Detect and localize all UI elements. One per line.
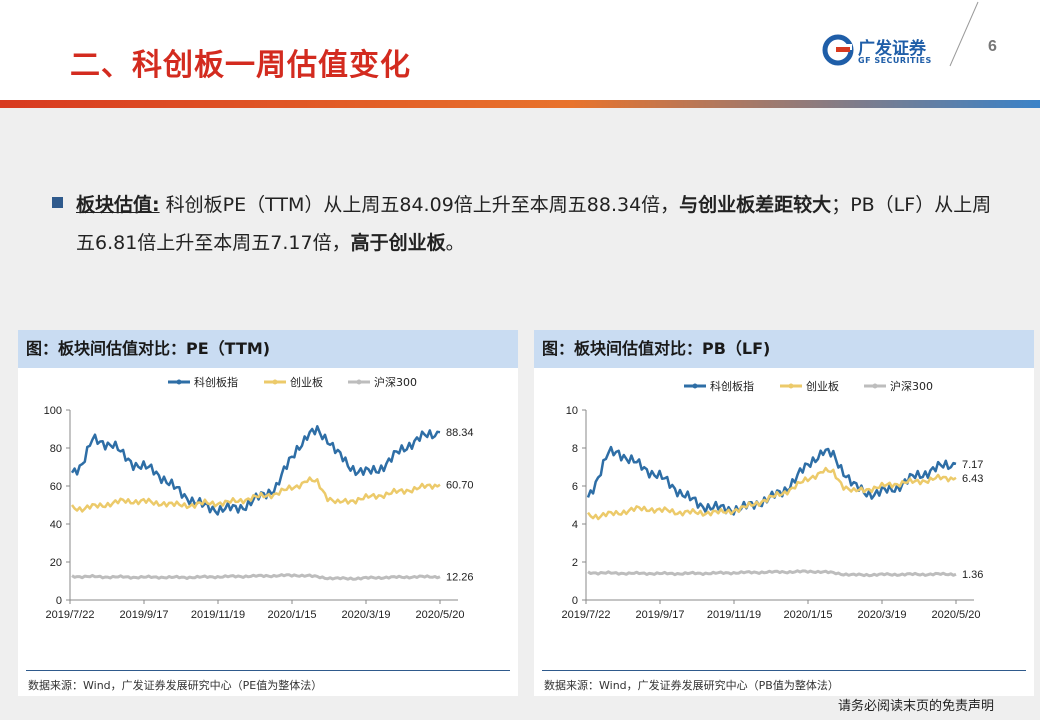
series-line-1 xyxy=(586,466,957,521)
pb-chart-panel: 图：板块间估值对比：PB（LF) 0 2 4 6 8 10 2019/7/22 2019/9/… xyxy=(534,330,1034,696)
legend-label: 科创板指 xyxy=(710,379,754,393)
legend-marker xyxy=(176,379,182,385)
legend-marker xyxy=(272,379,278,385)
pb-chart: 0 2 4 6 8 10 2019/7/22 2019/9/17 2019/11/19 2020/… xyxy=(562,379,984,621)
summary-paragraph: 板块估值: 科创板PE（TTM）从上周五84.09倍上升至本周五88.34倍，与… xyxy=(76,186,996,262)
legend-marker xyxy=(692,383,698,389)
summary-part1: 科创板PE（TTM）从上周五84.09倍上升至本周五88.34倍， xyxy=(159,194,680,216)
page-number: 6 xyxy=(988,38,997,55)
summary-bold2: 高于创业板 xyxy=(350,232,446,254)
legend-label: 科创板指 xyxy=(194,375,238,389)
x-tick-label: 2019/7/22 xyxy=(562,609,611,621)
end-value-label: 60.70 xyxy=(446,480,474,492)
legend-label: 创业板 xyxy=(290,375,323,389)
bullet-square-icon xyxy=(52,197,63,208)
y-tick-label: 4 xyxy=(572,519,578,531)
series-line-0 xyxy=(70,425,441,516)
y-tick-label: 8 xyxy=(572,443,578,455)
end-value-label: 12.26 xyxy=(446,572,474,584)
pb-chart-title: 图：板块间估值对比：PB（LF) xyxy=(534,330,1034,368)
y-tick-label: 0 xyxy=(572,595,578,607)
y-tick-label: 40 xyxy=(50,519,62,531)
end-value-label: 1.36 xyxy=(962,569,983,581)
x-tick-label: 2020/3/19 xyxy=(858,609,907,621)
y-tick-label: 2 xyxy=(572,557,578,569)
y-tick-label: 6 xyxy=(572,481,578,493)
summary-end: 。 xyxy=(445,232,465,254)
pe-chart-source: 数据来源：Wind，广发证券发展研究中心（PE值为整体法） xyxy=(28,679,323,692)
end-value-label: 88.34 xyxy=(446,427,474,439)
y-tick-label: 0 xyxy=(56,595,62,607)
x-tick-label: 2019/7/22 xyxy=(46,609,95,621)
y-tick-label: 60 xyxy=(50,481,62,493)
x-tick-label: 2019/11/19 xyxy=(707,609,761,621)
series-line-1 xyxy=(70,476,441,513)
x-tick-label: 2019/9/17 xyxy=(636,609,685,621)
pb-chart-source: 数据来源：Wind，广发证券发展研究中心（PB值为整体法） xyxy=(544,679,839,692)
y-tick-label: 100 xyxy=(44,405,62,417)
pe-chart-title: 图：板块间估值对比：PE（TTM) xyxy=(18,330,518,368)
pe-source-divider xyxy=(26,670,510,671)
x-tick-label: 2020/1/15 xyxy=(268,609,317,621)
legend-marker xyxy=(788,383,794,389)
company-logo: 广发证券 GF SECURITIES xyxy=(822,34,942,68)
y-tick-label: 10 xyxy=(566,405,578,417)
legend-marker xyxy=(356,379,362,385)
pe-chart-panel: 图：板块间估值对比：PE（TTM) 0 20 40 60 80 100 2019/7/22 2… xyxy=(18,330,518,696)
pb-source-divider xyxy=(542,670,1026,671)
x-tick-label: 2019/9/17 xyxy=(120,609,169,621)
gf-logo-icon xyxy=(822,34,854,66)
x-tick-label: 2019/11/19 xyxy=(191,609,245,621)
series-line-2 xyxy=(71,573,441,581)
legend-marker xyxy=(872,383,878,389)
x-tick-label: 2020/3/19 xyxy=(342,609,391,621)
x-tick-label: 2020/5/20 xyxy=(932,609,981,621)
page-title: 二、科创板一周估值变化 xyxy=(70,48,411,83)
end-value-label: 7.17 xyxy=(962,459,983,471)
header-color-band xyxy=(0,100,1040,108)
legend-label: 沪深300 xyxy=(374,375,417,389)
summary-bold1: 与创业板差距较大 xyxy=(679,194,832,216)
summary-part2: ；PB（LF）从上周五6.81倍上升至本周五7.17倍， xyxy=(76,194,992,254)
logo-english-name: GF SECURITIES xyxy=(858,56,932,65)
end-value-label: 6.43 xyxy=(962,473,983,485)
logo-chinese-name: 广发证券 xyxy=(858,39,926,59)
disclaimer: 请务必阅读末页的免责声明 xyxy=(838,699,995,714)
summary-label: 板块估值: xyxy=(76,194,160,216)
y-tick-label: 80 xyxy=(50,443,62,455)
series-line-2 xyxy=(587,569,957,578)
y-tick-label: 20 xyxy=(50,557,62,569)
x-tick-label: 2020/5/20 xyxy=(416,609,465,621)
header-divider-slash xyxy=(949,1,979,67)
legend-label: 沪深300 xyxy=(890,379,933,393)
legend-label: 创业板 xyxy=(806,379,839,393)
x-tick-label: 2020/1/15 xyxy=(784,609,833,621)
pe-chart: 0 20 40 60 80 100 2019/7/22 2019/9/17 2019/11/19… xyxy=(44,375,474,621)
series-line-0 xyxy=(586,445,957,516)
